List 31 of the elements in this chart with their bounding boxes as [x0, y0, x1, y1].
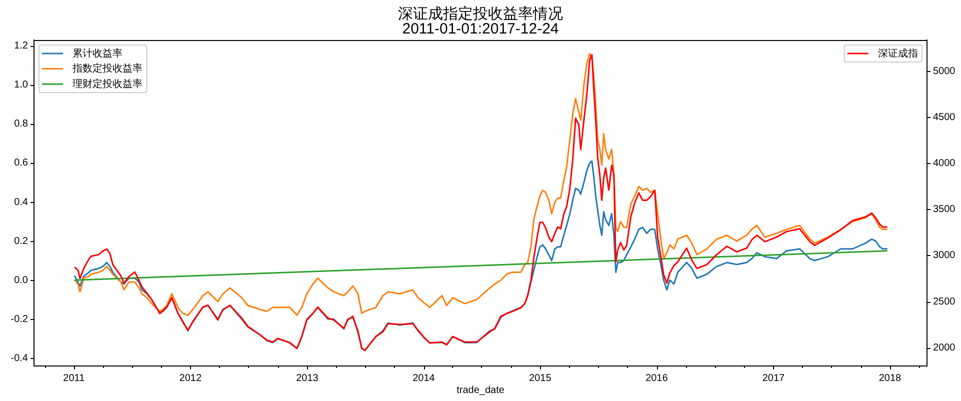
chart-subtitle: 2011-01-01:2017-12-24: [402, 20, 559, 38]
legend-label: 理财定投收益率: [72, 78, 143, 90]
y-tick-label: 0.0: [14, 274, 28, 286]
chart-title: 深证成指定投收益率情况: [398, 6, 563, 23]
x-tick-label: 2018: [878, 372, 902, 384]
y2-tick-label: 3500: [933, 204, 956, 216]
y2-tick-label: 2000: [933, 342, 956, 354]
y-tick-label: 1.2: [14, 40, 28, 52]
y2-tick-label: 5000: [933, 66, 956, 78]
x-tick-label: 2016: [646, 372, 668, 384]
x-tick-label: 2011: [63, 372, 86, 384]
y2-tick-label: 4000: [933, 158, 956, 170]
y-tick-label: -0.4: [10, 352, 28, 364]
y2-tick-label: 2500: [933, 296, 956, 308]
y-tick-label: 0.4: [14, 196, 28, 208]
legend-label: 累计收益率: [72, 47, 123, 60]
y2-tick-label: 4500: [933, 112, 956, 124]
y2-tick-label: 3000: [933, 250, 956, 262]
y-tick-label: 1.0: [14, 80, 28, 91]
y-tick-label: 0.6: [14, 158, 28, 169]
x-tick-label: 2015: [529, 372, 552, 384]
legend-label: 指数定投收益率: [72, 62, 143, 75]
x-tick-label: 2012: [179, 372, 202, 384]
x-tick-label: 2014: [412, 372, 436, 384]
y-tick-label: 0.8: [14, 118, 28, 130]
y-tick-label: 0.2: [14, 236, 28, 247]
y-tick-label: -0.2: [10, 314, 28, 325]
x-tick-label: 2017: [762, 372, 786, 384]
x-axis-title: trade_date: [456, 384, 505, 396]
legend-label: 深证成指: [878, 47, 918, 60]
x-tick-label: 2013: [296, 372, 319, 384]
